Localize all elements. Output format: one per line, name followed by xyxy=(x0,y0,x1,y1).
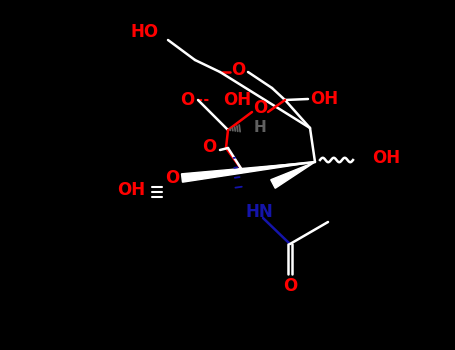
Polygon shape xyxy=(182,162,315,182)
Text: H: H xyxy=(254,120,267,135)
Text: OH: OH xyxy=(372,149,400,167)
Text: HN: HN xyxy=(245,203,273,221)
Text: O: O xyxy=(253,99,267,117)
Text: O: O xyxy=(165,169,179,187)
Text: HO: HO xyxy=(131,23,159,41)
Text: O: O xyxy=(202,138,216,156)
Polygon shape xyxy=(271,162,315,188)
Text: OH: OH xyxy=(310,90,338,108)
Text: O: O xyxy=(231,61,245,79)
Text: OH: OH xyxy=(117,181,145,199)
Text: OH: OH xyxy=(223,91,251,109)
Text: O: O xyxy=(283,277,297,295)
Text: O: O xyxy=(180,91,194,109)
